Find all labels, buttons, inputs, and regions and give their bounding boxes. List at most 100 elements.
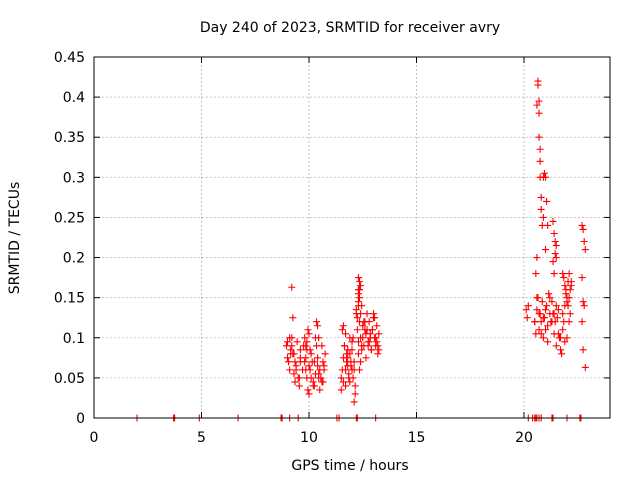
data-point [550,310,558,318]
data-point [342,382,350,390]
data-point [557,334,565,342]
data-point [367,346,375,354]
data-point [535,310,543,318]
data-point [561,338,569,346]
data-point [302,366,310,374]
data-point [545,290,553,298]
data-point [566,310,574,318]
data-point [305,330,313,338]
data-point [535,326,543,334]
data-point [579,346,587,354]
data-point [535,109,543,117]
data-point [550,229,558,237]
data-point [307,374,315,382]
data-point [581,246,589,254]
data-point [343,358,351,366]
data-point [285,358,293,366]
data-point [291,378,299,386]
data-point [315,334,323,342]
data-point [293,338,301,346]
data-point [337,374,345,382]
data-point [373,338,381,346]
data-point [559,310,567,318]
data-point [562,290,570,298]
data-point [549,258,557,266]
data-point [533,101,541,109]
data-point [548,298,556,306]
data-point [316,366,324,374]
data-point [537,318,545,326]
data-point [350,398,358,406]
data-point [559,326,567,334]
data-point [339,378,347,386]
data-point [309,382,317,390]
data-point [354,286,362,294]
data-point [363,310,371,318]
data-point [284,338,291,346]
data-point [346,350,354,358]
y-tick-label: 0.15 [54,291,85,307]
data-point [288,342,296,350]
data-point [546,294,554,302]
data-point [579,298,587,306]
data-point [359,322,367,330]
data-point [305,362,313,370]
data-point [543,197,551,205]
data-point [551,238,559,246]
data-point [374,350,382,358]
data-point [348,366,356,374]
data-point [550,270,558,278]
data-point [537,193,545,201]
data-point [542,306,549,314]
data-point [366,330,374,338]
data-point [287,350,295,358]
data-point [564,302,572,310]
data-point [314,354,322,362]
data-point [552,342,560,350]
y-tick-label: 0.3 [63,170,85,186]
data-point [368,326,376,334]
data-point [351,390,359,398]
data-point [566,286,574,294]
data-point [346,378,354,386]
data-point [375,346,383,354]
data-point [544,221,552,229]
data-point [536,145,544,153]
data-point [296,354,304,362]
y-tick-label: 0.25 [54,210,85,226]
plot-frame [93,56,611,419]
y-tick-label: 0 [76,411,85,427]
chart-title: Day 240 of 2023, SRMTID for receiver avr… [200,20,500,36]
data-point [303,338,311,346]
data-point [321,350,329,358]
data-point [567,278,575,286]
data-point [357,310,365,318]
data-point [346,334,354,342]
x-tick-label: 20 [515,430,533,446]
data-point [290,370,298,378]
data-point [356,366,364,374]
data-point [351,382,359,390]
data-point [552,302,560,310]
data-point [295,382,303,390]
data-point [539,314,547,322]
data-point [301,334,309,342]
data-point [313,318,321,326]
data-point [539,334,547,342]
data-point [284,354,291,362]
data-point [535,133,543,141]
x-tick-label: 0 [90,430,99,446]
data-points [133,77,589,422]
data-point [342,366,350,374]
data-point [580,302,588,310]
data-point [552,254,560,262]
data-point [372,334,380,342]
data-point [319,358,327,366]
x-tick-label: 10 [300,430,318,446]
data-point [305,390,313,398]
data-point [542,246,549,254]
data-point [345,370,353,378]
data-point [554,306,562,314]
data-point [356,278,364,286]
